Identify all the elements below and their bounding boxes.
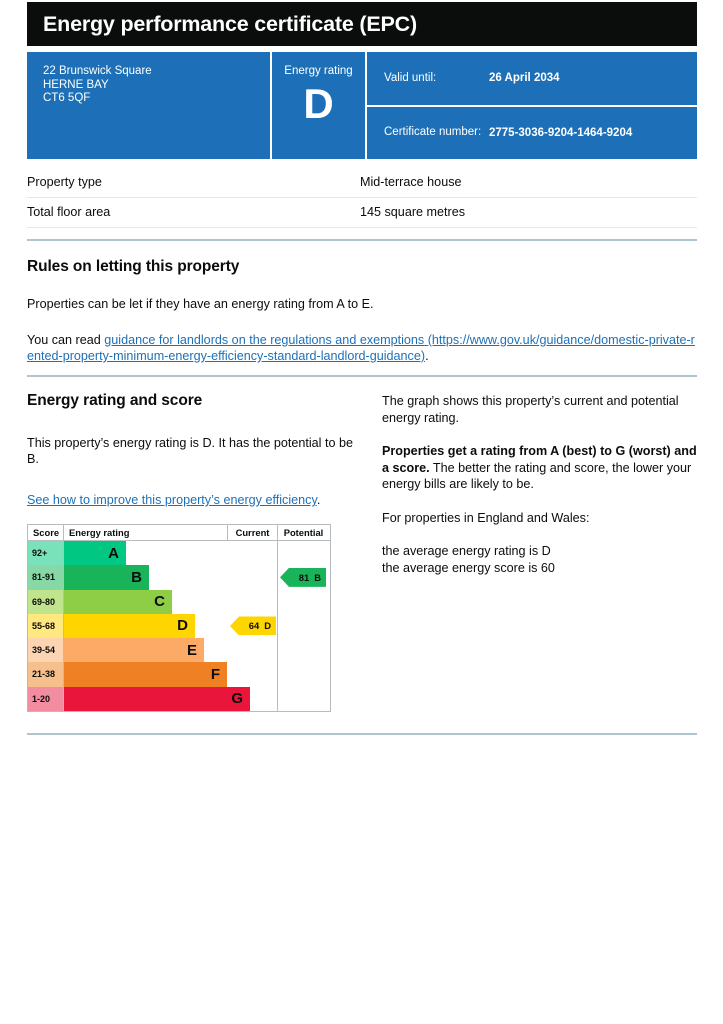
epc-graph-header: Score Energy rating Current Potential — [28, 525, 330, 541]
epc-score-range-d: 55-68 — [28, 613, 63, 639]
letting-rules-paragraph: Properties can be let if they have an en… — [27, 297, 374, 311]
epc-band-row: D — [64, 613, 228, 639]
epc-score-range-a: 92+ — [28, 541, 63, 566]
address-line-2: HERNE BAY — [43, 78, 109, 91]
landlord-guidance-link-url: (https://www.gov.uk/guidance/domestic-pr… — [27, 333, 695, 363]
energy-rating-section: Energy rating and score This property’s … — [27, 392, 697, 712]
property-address: 22 Brunswick Square HERNE BAY CT6 5QF — [27, 52, 272, 159]
energy-rating-heading: Energy rating and score — [27, 392, 203, 409]
section-divider — [27, 239, 697, 241]
epc-potential-arrow-band: B — [314, 571, 321, 583]
landlord-guidance-link-text: guidance for landlords on the regulation… — [104, 333, 425, 347]
property-type-value: Mid-terrace house — [360, 168, 697, 198]
epc-band-row: G — [64, 686, 250, 711]
table-row: Total floor area 145 square metres — [27, 197, 697, 228]
epc-score-range-c: 69-80 — [28, 589, 63, 614]
property-details-table: Property type Mid-terrace house Total fl… — [27, 168, 697, 228]
graph-intro-paragraph: The graph shows this property’s current … — [382, 394, 679, 425]
page-title: Energy performance certificate (EPC) — [43, 11, 417, 36]
rating-scale-paragraph: Properties get a rating from A (best) to… — [382, 443, 697, 493]
energy-rating-right-column: The graph shows this property’s current … — [382, 392, 697, 712]
epc-header-energy-rating: Energy rating — [64, 525, 228, 540]
total-floor-area-label: Total floor area — [27, 197, 360, 228]
epc-score-range-b: 81-91 — [28, 565, 63, 590]
rating-scale-rest: The better the rating and score, the low… — [382, 460, 692, 492]
epc-band-bar-c: C — [64, 589, 172, 614]
epc-header-current: Current — [228, 525, 278, 540]
epc-potential-arrow-score: 81 — [298, 571, 310, 583]
epc-band-bar-a: A — [64, 541, 126, 566]
epc-band-row: E — [64, 638, 228, 663]
valid-until-value: 26 April 2034 — [489, 72, 560, 85]
valid-until-row: Valid until: 26 April 2034 — [367, 52, 697, 107]
epc-band-bar-e: E — [64, 638, 204, 663]
region-intro-paragraph: For properties in England and Wales: — [382, 510, 590, 525]
epc-score-column: 92+ 81-91 69-80 55-68 39-54 21-38 1-20 — [28, 541, 64, 711]
section-divider — [27, 375, 697, 377]
rating-scale-bold: Properties get a rating from A (best) to… — [382, 444, 697, 475]
certificate-summary-banner: 22 Brunswick Square HERNE BAY CT6 5QF En… — [27, 52, 697, 159]
landlord-guidance-link[interactable]: guidance for landlords on the regulation… — [27, 333, 695, 363]
epc-band-bar-f: F — [64, 662, 227, 687]
improve-efficiency-paragraph: See how to improve this property’s energ… — [27, 492, 354, 508]
epc-band-row: B — [64, 565, 228, 590]
valid-until-label: Valid until: — [384, 71, 437, 84]
letting-guidance-paragraph: You can read guidance for landlords on t… — [27, 332, 697, 364]
epc-band-bar-b: B — [64, 565, 149, 590]
epc-band-row: C — [64, 589, 228, 614]
letting-guidance-prefix: You can read — [27, 333, 105, 347]
epc-current-arrow: 64 D — [230, 616, 276, 636]
epc-current-column: 64 D — [228, 541, 278, 711]
epc-band-bar-d: D — [64, 613, 195, 639]
epc-rating-graph: Score Energy rating Current Potential 92… — [27, 524, 331, 712]
epc-band-row: F — [64, 662, 228, 687]
letting-guidance-suffix: . — [425, 349, 429, 363]
energy-rating-letter: D — [303, 80, 334, 127]
table-row: Property type Mid-terrace house — [27, 168, 697, 198]
address-line-3: CT6 5QF — [43, 92, 91, 105]
address-line-1: 22 Brunswick Square — [43, 65, 152, 77]
epc-band-row: A — [64, 541, 228, 566]
improve-efficiency-suffix: . — [316, 493, 321, 507]
certificate-number-label: Certificate number: — [384, 126, 482, 138]
total-floor-area-value: 145 square metres — [360, 197, 697, 228]
epc-header-score: Score — [28, 525, 64, 540]
letting-rules-heading: Rules on letting this property — [27, 258, 240, 275]
epc-band-bar-g: G — [64, 686, 250, 711]
energy-rating-badge: Energy rating D — [272, 52, 367, 159]
epc-score-range-e: 39-54 — [28, 638, 63, 663]
property-type-label: Property type — [27, 168, 360, 198]
epc-potential-column: 81 B — [278, 541, 329, 711]
page-title-bar: Energy performance certificate (EPC) — [27, 2, 697, 46]
region-averages: the average energy rating is D the avera… — [382, 543, 697, 576]
epc-score-range-g: 1-20 — [28, 686, 63, 711]
certificate-number-value: 2775-3036-9204-1464-9204 — [489, 126, 633, 139]
energy-rating-label: Energy rating — [284, 65, 353, 77]
epc-page: Energy performance certificate (EPC) 22 … — [27, 0, 697, 735]
energy-rating-summary: This property’s energy rating is D. It h… — [27, 436, 353, 466]
epc-potential-arrow: 81 B — [280, 567, 326, 587]
energy-rating-left-column: Energy rating and score This property’s … — [27, 392, 382, 712]
certificate-meta: Valid until: 26 April 2034 Certificate n… — [367, 52, 697, 159]
epc-header-potential: Potential — [283, 527, 324, 538]
average-energy-score: the average energy score is 60 — [382, 560, 555, 575]
average-energy-rating: the average energy rating is D — [382, 544, 551, 558]
certificate-number-row: Certificate number: 2775-3036-9204-1464-… — [367, 107, 697, 160]
epc-score-range-f: 21-38 — [28, 662, 63, 687]
section-divider-bottom — [27, 733, 697, 735]
epc-current-arrow-score: 64 — [248, 620, 260, 632]
improve-efficiency-link[interactable]: See how to improve this property’s energ… — [27, 493, 317, 507]
epc-current-arrow-band: D — [264, 620, 271, 632]
